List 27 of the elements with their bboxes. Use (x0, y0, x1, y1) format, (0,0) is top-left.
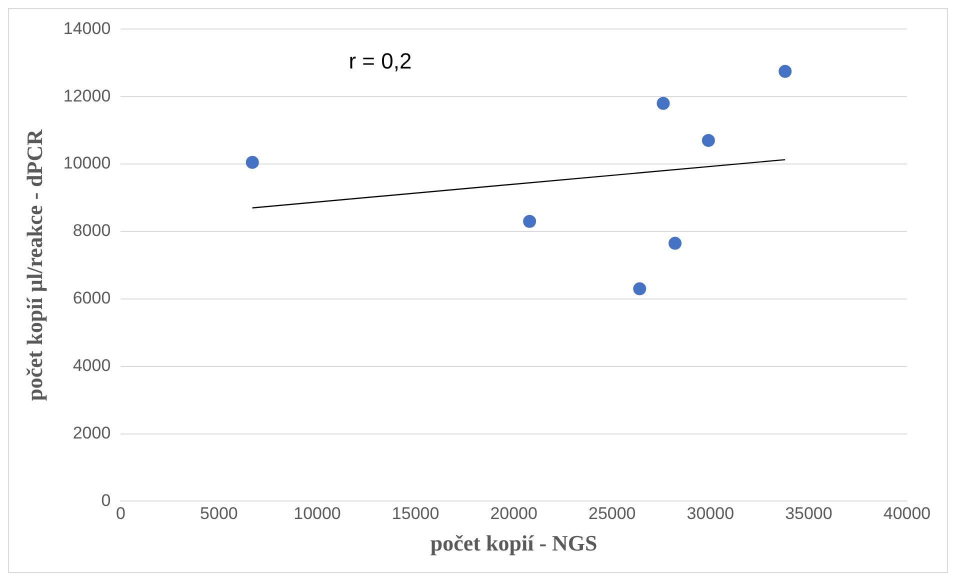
x-tick-label: 10000 (294, 504, 341, 524)
y-tick-label: 10000 (63, 154, 111, 173)
point (702, 134, 715, 147)
x-tick-label: 20000 (490, 504, 538, 524)
annotation: r = 0,2 (348, 48, 412, 74)
y-tick-label: 0 (101, 490, 111, 510)
y-tick-label: 12000 (63, 86, 111, 106)
point (246, 156, 259, 169)
point (656, 96, 670, 110)
x-tick-label: 15000 (392, 504, 440, 524)
x-tick-label: 30000 (686, 504, 734, 524)
x-tick-label: 0 (116, 504, 126, 524)
x-tick-label: 40000 (883, 504, 931, 524)
point (633, 282, 646, 296)
y-tick-label: 6000 (72, 288, 111, 308)
x-tick-label: 5000 (200, 504, 238, 524)
y-tick-label: 8000 (72, 221, 111, 240)
y-tick-label: 4000 (72, 356, 111, 376)
y-tick-label: 14000 (63, 18, 111, 38)
x-tick-label: 25000 (588, 504, 636, 524)
y-tick-label: 2000 (72, 423, 111, 442)
point (668, 236, 682, 250)
y-axis-title: počet kopií µl/reakce - dPCR (22, 128, 47, 401)
x-tick-label: 35000 (785, 504, 832, 524)
point (778, 64, 792, 78)
x-axis-title: počet kopií - NGS (430, 530, 598, 556)
point (523, 214, 536, 228)
